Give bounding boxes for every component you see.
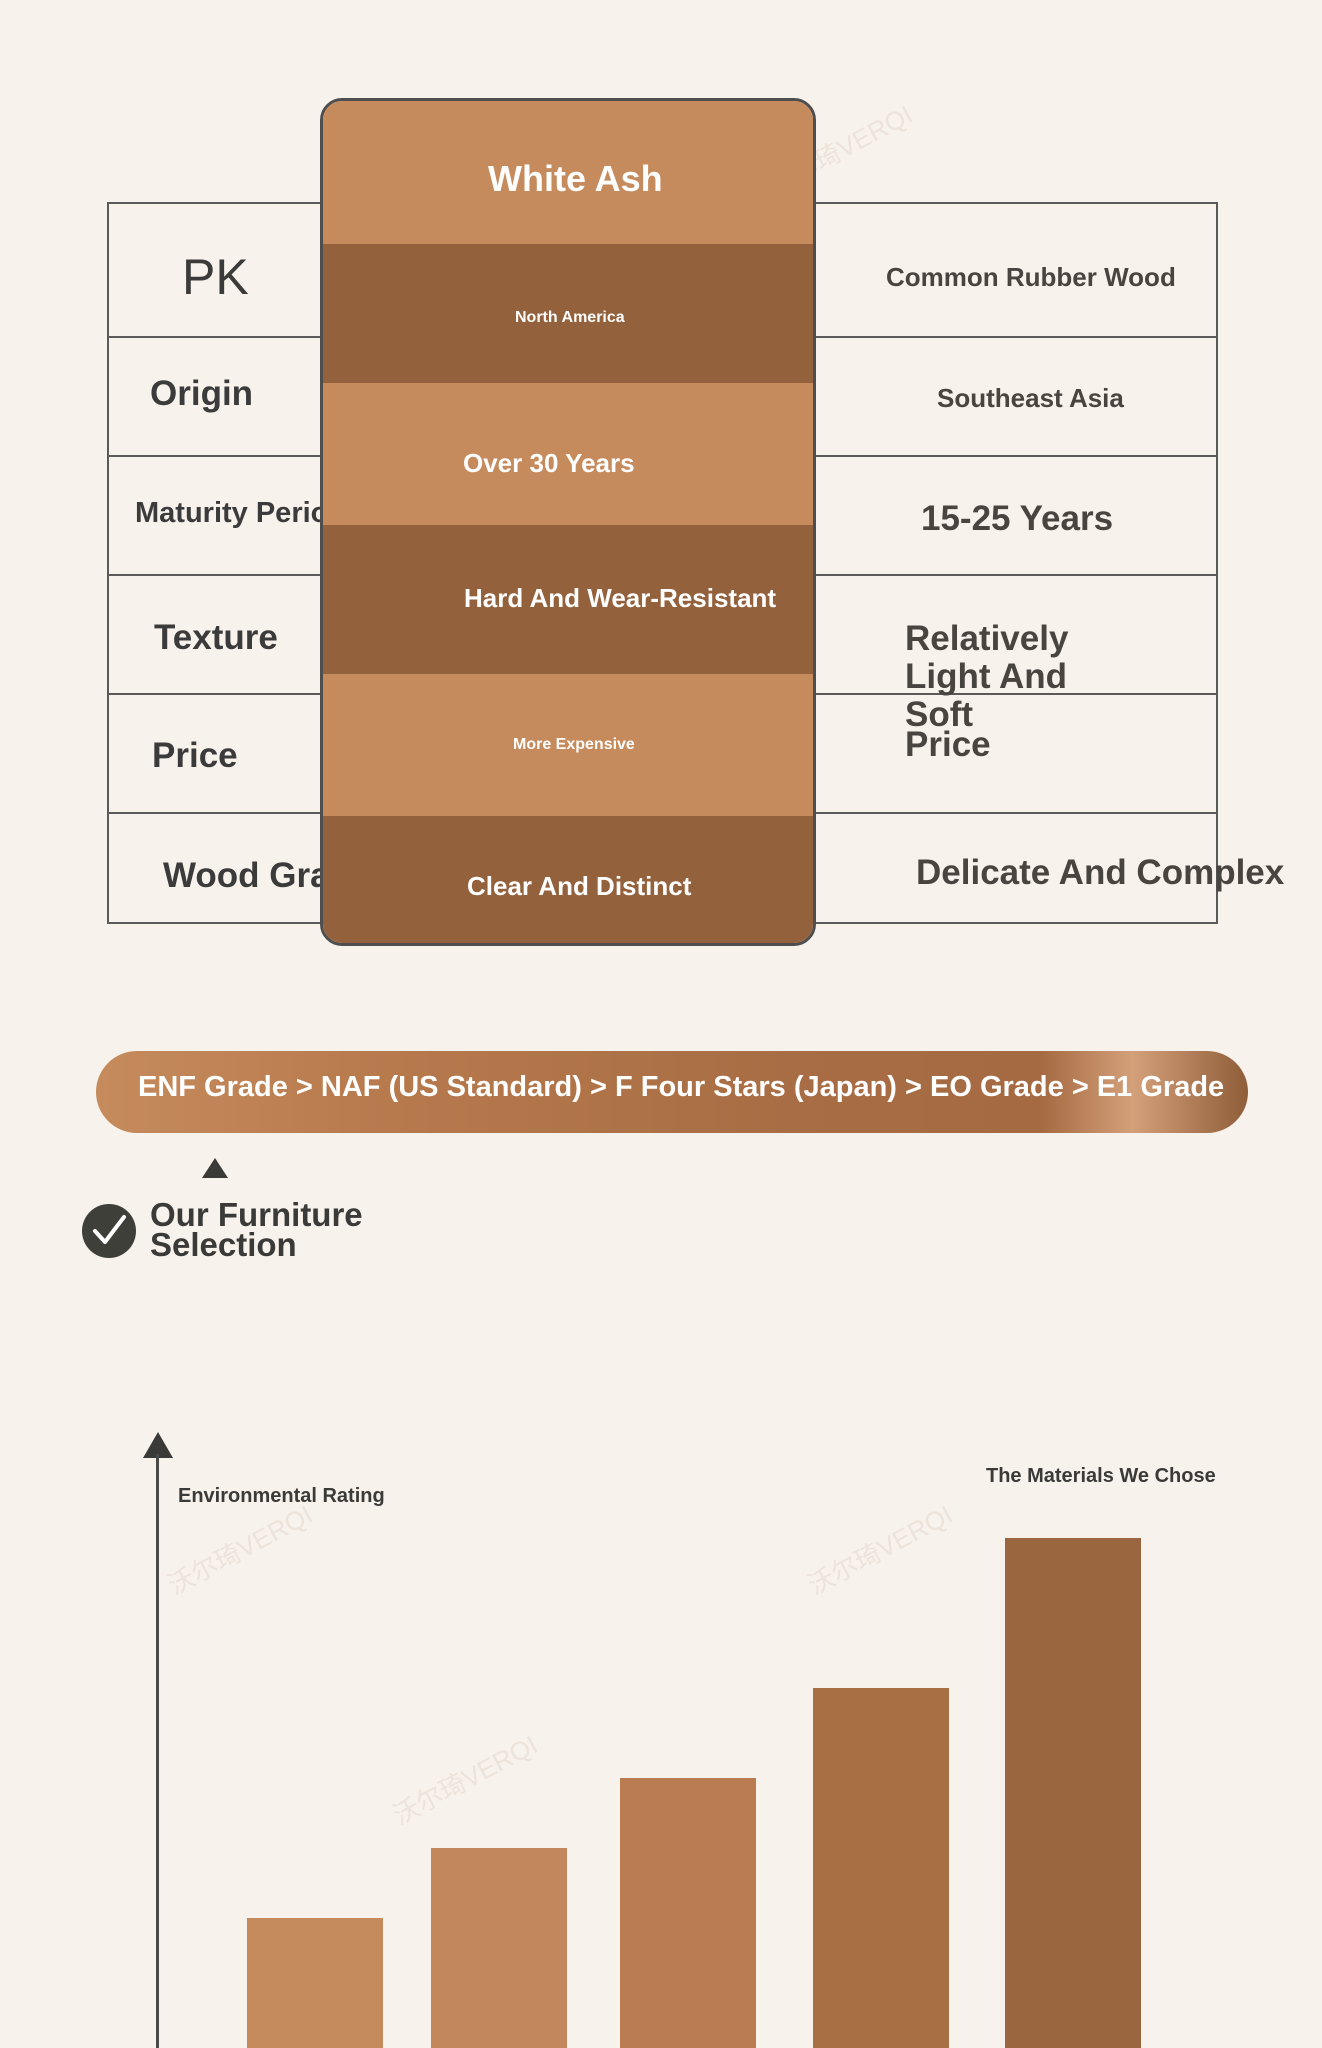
y-axis	[156, 1454, 159, 2048]
y-axis-label: Environmental Rating	[178, 1485, 385, 1507]
band-price: More Expensive	[323, 674, 813, 816]
right-origin: Southeast Asia	[937, 383, 1124, 413]
center-maturity: Over 30 Years	[463, 448, 635, 478]
center-title: White Ash	[488, 158, 663, 199]
center-origin: North America	[515, 309, 625, 326]
band-origin: North America	[323, 244, 813, 383]
right-texture-line: Soft	[905, 695, 974, 734]
bar	[431, 1848, 567, 2048]
checkmark-icon	[82, 1204, 136, 1258]
right-maturity: 15-25 Years	[921, 499, 1114, 538]
row-label-price: Price	[152, 736, 238, 775]
watermark: 沃尔琦VERQI	[802, 1499, 958, 1601]
row-label-maturity: Maturity Period	[135, 497, 347, 529]
chosen-materials-label: The Materials We Chose	[986, 1465, 1216, 1487]
center-price: More Expensive	[513, 736, 635, 753]
bar	[620, 1778, 756, 2048]
right-texture-line: Relatively	[905, 619, 1069, 658]
right-texture: Relatively Light And Soft	[905, 620, 1068, 734]
furniture-selection-line: Selection	[150, 1226, 297, 1263]
band-maturity: Over 30 Years	[323, 383, 813, 525]
pk-label: PK	[182, 249, 249, 305]
right-texture-line: Light And	[905, 657, 1067, 696]
arrow-up-icon	[202, 1158, 228, 1178]
watermark: 沃尔琦VERQI	[387, 1729, 543, 1831]
y-axis-arrow-icon	[143, 1432, 173, 1458]
right-title: Common Rubber Wood	[886, 262, 1176, 292]
band-texture: Hard And Wear-Resistant	[323, 525, 813, 674]
bar	[247, 1918, 383, 2048]
white-ash-column: White Ash North America Over 30 Years Ha…	[320, 98, 816, 946]
watermark: 沃尔琦VERQI	[162, 1499, 318, 1601]
right-wood-grain: Delicate And Complex	[916, 853, 1285, 892]
band-title: White Ash	[323, 101, 813, 244]
grade-ranking-bar: ENF Grade > NAF (US Standard) > F Four S…	[96, 1051, 1248, 1133]
bar	[813, 1688, 949, 2048]
band-wood-grain: Clear And Distinct	[323, 816, 813, 943]
furniture-selection-line: Our Furniture	[150, 1196, 363, 1233]
right-price: Price	[905, 725, 991, 764]
center-wood-grain: Clear And Distinct	[467, 871, 692, 901]
bar	[1005, 1538, 1141, 2048]
center-texture: Hard And Wear-Resistant	[464, 583, 777, 613]
row-label-origin: Origin	[150, 374, 254, 413]
row-label-texture: Texture	[154, 618, 278, 657]
furniture-selection-title: Our Furniture Selection	[150, 1196, 363, 1263]
grade-ranking-text: ENF Grade > NAF (US Standard) > F Four S…	[138, 1071, 1225, 1103]
